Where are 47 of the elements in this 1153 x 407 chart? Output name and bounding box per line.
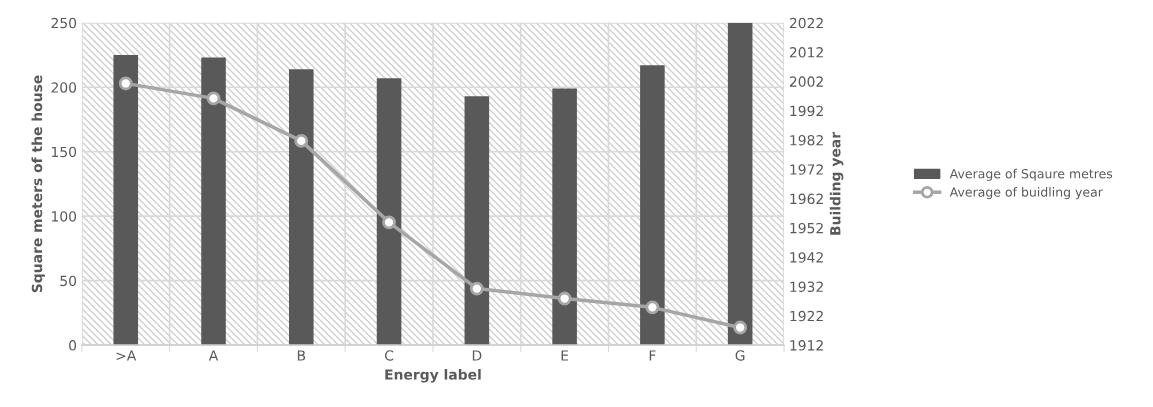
- bar: [552, 88, 577, 346]
- y-tick-label: 200: [51, 82, 77, 93]
- y2-tick-label: 1982: [790, 134, 823, 146]
- legend-label: Average of Sqaure metres: [949, 168, 1113, 181]
- x-axis-title: Energy label: [385, 368, 481, 383]
- point: [733, 320, 748, 335]
- y2-tick-label: 1992: [790, 105, 823, 117]
- y-axis-title: Square meters of the house: [31, 75, 45, 293]
- legend-label: Average of buidling year: [949, 187, 1103, 200]
- y2-tick-label: 1932: [790, 281, 823, 292]
- bar: [640, 65, 665, 346]
- bar: [201, 57, 226, 346]
- y2-tick-label: 1912: [790, 340, 823, 351]
- y2-tick-label: 1942: [790, 252, 823, 263]
- y2-tick-label: 2022: [789, 17, 823, 29]
- y-tick-label: 150: [52, 146, 77, 158]
- y2-tick-label: 1972: [790, 164, 823, 175]
- bar: [289, 69, 314, 346]
- bar: [113, 55, 139, 346]
- point: [469, 281, 484, 296]
- x-tick-label: D: [472, 350, 482, 361]
- y-tick-label: 0: [69, 340, 77, 351]
- y2-tick-label: 1952: [790, 222, 823, 234]
- y2-tick-label: 2012: [789, 47, 823, 58]
- x-tick-label: >A: [116, 350, 137, 361]
- x-tick-label: F: [649, 350, 656, 361]
- y-tick-label: 50: [60, 275, 77, 287]
- y2-axis-title: Building year: [829, 131, 844, 235]
- x-tick-label: B: [297, 350, 306, 361]
- point: [206, 91, 221, 106]
- bar: [464, 96, 490, 346]
- bar: [376, 78, 402, 346]
- x-tick-label: E: [561, 350, 569, 361]
- y2-tick-label: 1922: [790, 310, 823, 322]
- y-tick-label: 100: [52, 211, 77, 222]
- y2-tick-label: 1962: [790, 193, 823, 205]
- point: [557, 291, 572, 306]
- point: [645, 300, 660, 315]
- x-tick-label: G: [735, 350, 745, 361]
- point: [118, 76, 133, 91]
- y2-tick-label: 2002: [789, 76, 823, 87]
- point: [294, 133, 309, 148]
- bar: [727, 22, 753, 346]
- y-tick-label: 250: [51, 17, 77, 29]
- x-tick-label: A: [208, 350, 219, 361]
- point: [382, 215, 397, 230]
- x-tick-label: C: [385, 350, 394, 361]
